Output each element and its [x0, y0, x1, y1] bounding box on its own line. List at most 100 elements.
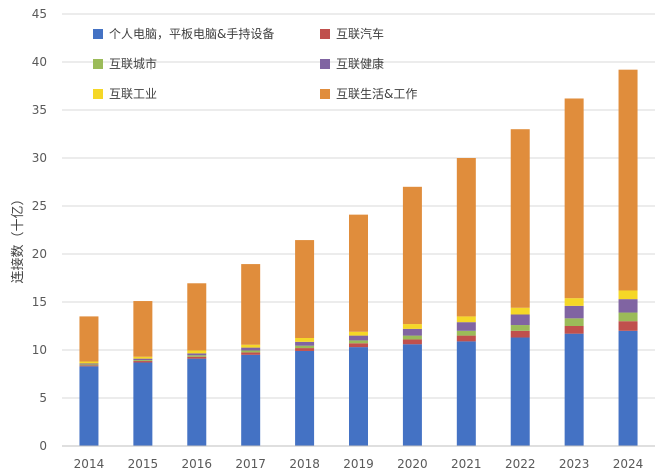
bar-segment — [349, 340, 368, 344]
legend-swatch — [93, 59, 103, 69]
y-tick-label: 0 — [39, 439, 47, 453]
axes: 0 5 10 15 20 25 30 35 40 45 2014 2015 2016 2017 2018 20… — [32, 7, 655, 471]
x-tick-label: 2021 — [451, 457, 482, 471]
bar-segment — [564, 318, 584, 326]
legend-swatch — [93, 29, 103, 39]
bar-segment — [79, 365, 99, 367]
bar-segment — [564, 333, 584, 446]
y-tick-label: 25 — [32, 199, 47, 213]
bar-segment — [402, 335, 422, 340]
y-tick-label: 5 — [39, 391, 47, 405]
legend-label: 互联汽车 — [336, 26, 384, 41]
bar-segment — [133, 361, 153, 363]
y-tick-label: 15 — [32, 295, 47, 309]
bar-segment — [618, 312, 638, 322]
x-tick-label: 2022 — [505, 457, 536, 471]
bar-segment — [349, 331, 368, 336]
bar-segment — [456, 335, 476, 342]
x-tick-label: 2020 — [397, 457, 428, 471]
bar-segment — [402, 324, 422, 329]
bar-segment — [618, 299, 638, 313]
bar-segment — [241, 347, 261, 351]
bar-segment — [564, 98, 584, 299]
y-tick-label: 10 — [32, 343, 47, 357]
bar-segment — [79, 364, 99, 366]
bar-segment — [564, 326, 584, 334]
bar-segment — [295, 350, 315, 446]
bar-segment — [510, 129, 530, 308]
bar-segment — [402, 328, 422, 336]
legend-swatch — [93, 89, 103, 99]
x-tick-label: 2015 — [128, 457, 159, 471]
bar-segment — [295, 240, 315, 338]
x-tick-label: 2023 — [559, 457, 590, 471]
bar-segment — [510, 314, 530, 326]
bars — [79, 69, 638, 446]
bar-segment — [349, 343, 368, 348]
bar-segment — [133, 358, 153, 361]
bar-segment — [133, 356, 153, 359]
y-tick-label: 30 — [32, 151, 47, 165]
bar-segment — [402, 186, 422, 325]
x-tick-label: 2024 — [613, 457, 644, 471]
legend-swatch — [320, 59, 330, 69]
bar-segment — [187, 350, 207, 354]
legend-swatch — [320, 89, 330, 99]
bar-segment — [618, 321, 638, 331]
bar-segment — [133, 301, 153, 357]
y-tick-label: 35 — [32, 103, 47, 117]
x-tick-label: 2017 — [235, 457, 266, 471]
bar-segment — [402, 339, 422, 345]
bar-segment — [187, 356, 207, 359]
bar-segment — [618, 69, 638, 291]
bar-segment — [79, 363, 99, 365]
x-tick-label: 2018 — [289, 457, 320, 471]
bar-segment — [510, 325, 530, 331]
y-tick-label: 40 — [32, 55, 47, 69]
bar-segment — [564, 298, 584, 306]
bar-segment — [349, 214, 368, 332]
legend-label: 个人电脑，平板电脑&手持设备 — [109, 26, 274, 41]
y-tick-label: 45 — [32, 7, 47, 21]
legend-label: 互联健康 — [336, 56, 384, 71]
bar-segment — [456, 341, 476, 446]
bar-segment — [456, 330, 476, 336]
bar-segment — [618, 330, 638, 446]
bar-segment — [402, 344, 422, 446]
bar-segment — [241, 264, 261, 345]
bar-segment — [564, 305, 584, 319]
x-tick-label: 2016 — [181, 457, 212, 471]
bar-segment — [187, 283, 207, 351]
bar-segment — [295, 338, 315, 342]
legend-swatch — [320, 29, 330, 39]
bar-segment — [295, 341, 315, 346]
legend-label: 互联工业 — [109, 87, 157, 101]
bar-segment — [241, 352, 261, 355]
bar-segment — [295, 345, 315, 349]
bar-segment — [349, 347, 368, 446]
bar-segment — [241, 354, 261, 446]
bar-segment — [456, 158, 476, 317]
bar-segment — [133, 362, 153, 446]
legend-label: 互联城市 — [109, 56, 157, 71]
bar-segment — [187, 355, 207, 357]
bar-segment — [241, 350, 261, 353]
bar-segment — [456, 322, 476, 331]
bar-segment — [510, 307, 530, 315]
bar-segment — [79, 366, 99, 446]
bar-segment — [349, 335, 368, 341]
bar-segment — [187, 353, 207, 356]
bar-segment — [295, 348, 315, 351]
bar-segment — [241, 344, 261, 348]
legend-label: 互联生活&工作 — [336, 87, 417, 101]
bar-segment — [618, 290, 638, 300]
bar-segment — [187, 358, 207, 446]
x-tick-label: 2019 — [343, 457, 374, 471]
bar-segment — [79, 316, 99, 362]
y-tick-label: 20 — [32, 247, 47, 261]
bar-segment — [133, 360, 153, 362]
x-tick-label: 2014 — [74, 457, 105, 471]
